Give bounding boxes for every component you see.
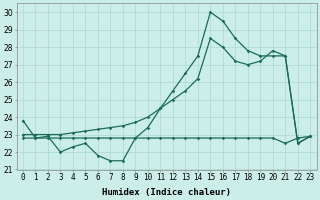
X-axis label: Humidex (Indice chaleur): Humidex (Indice chaleur) [102,188,231,197]
